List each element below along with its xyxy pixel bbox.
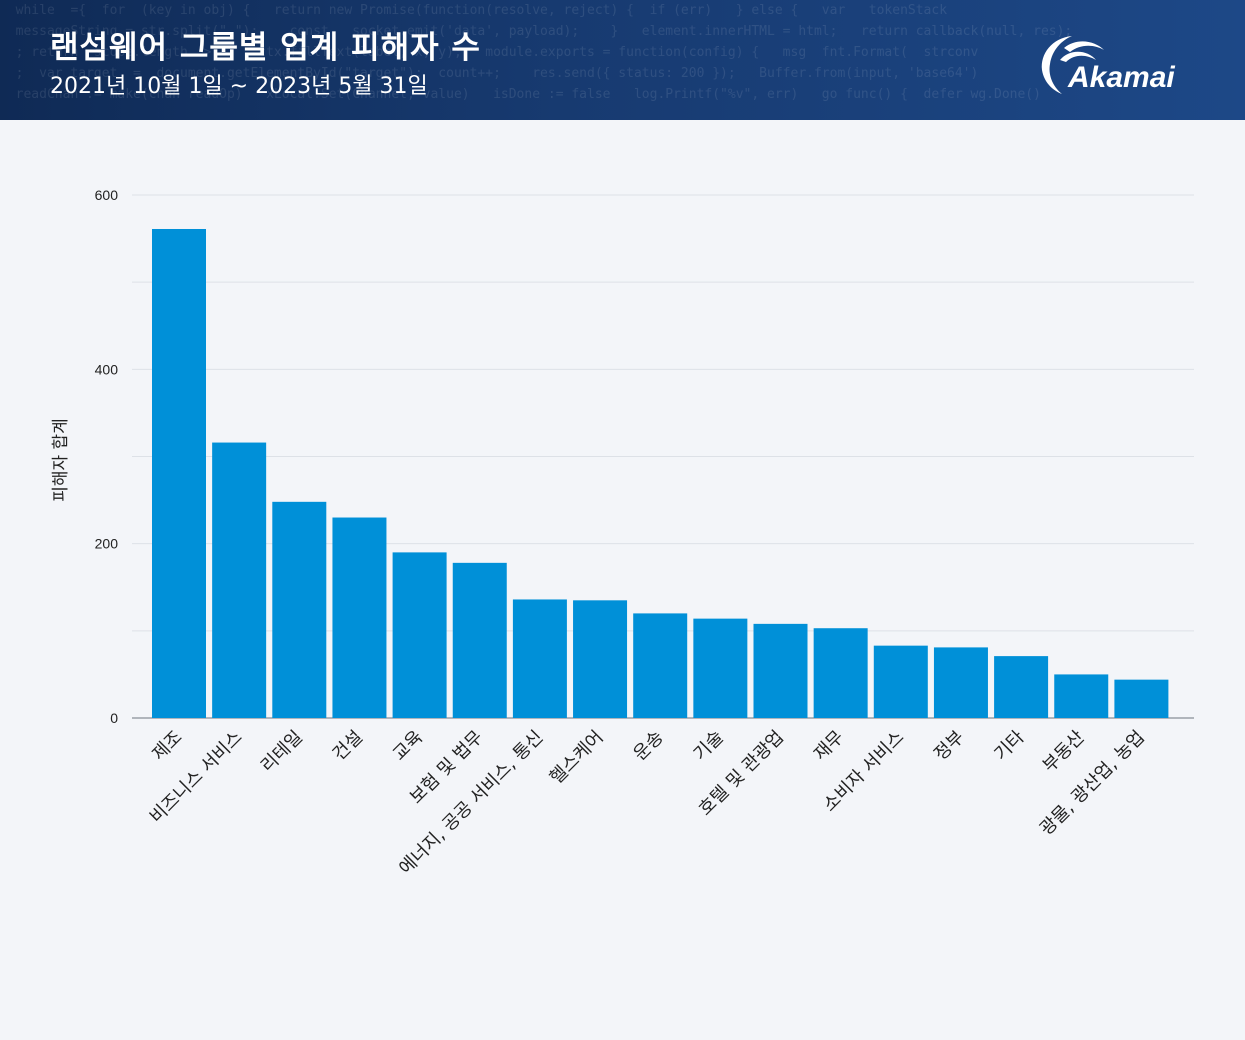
y-tick-label: 0 <box>110 710 118 726</box>
x-tick-label: 건설 <box>329 727 367 765</box>
y-tick-label: 600 <box>95 187 119 203</box>
x-tick-label: 교육 <box>389 727 427 765</box>
chart-title: 랜섬웨어 그룹별 업계 피해자 수 <box>50 30 481 66</box>
x-tick-label: 헬스케어 <box>546 727 608 789</box>
y-axis-label: 피해자 합계 <box>51 418 71 502</box>
bar <box>994 656 1049 718</box>
x-tick-label: 재무 <box>810 727 848 765</box>
y-tick-labels: 0 200 400 600 <box>95 187 119 726</box>
bar <box>392 552 447 718</box>
bars <box>152 228 1169 718</box>
bar <box>512 599 567 718</box>
bar <box>212 442 267 718</box>
x-tick-label: 기타 <box>990 726 1029 765</box>
x-tick-label: 기술 <box>690 727 728 765</box>
bar <box>152 228 206 718</box>
x-tick-label: 운송 <box>629 727 667 765</box>
bar <box>332 517 387 718</box>
bar <box>1054 674 1109 718</box>
x-tick-label: 부동산 <box>1039 727 1089 777</box>
bar <box>272 501 327 718</box>
x-tick-label: 정부 <box>930 727 968 765</box>
akamai-logo-text: Akamai <box>1067 61 1175 94</box>
chart-subtitle: 2021년 10월 1일 ~ 2023년 5월 31일 <box>50 74 428 99</box>
bar <box>873 645 928 718</box>
x-tick-label: 광물, 광산업, 농업 <box>1036 727 1149 840</box>
y-tick-label: 400 <box>95 361 119 377</box>
bar <box>813 628 868 718</box>
bar <box>452 562 507 718</box>
akamai-logo: Akamai <box>1041 36 1175 94</box>
bar <box>933 647 988 718</box>
x-tick-label: 제조 <box>148 727 186 765</box>
header-banner: while ={ for (key in obj) { return new P… <box>0 0 1245 120</box>
bar <box>1114 679 1169 718</box>
bar <box>753 623 808 718</box>
bar <box>633 613 688 718</box>
bar <box>693 618 748 718</box>
y-tick-label: 200 <box>95 536 119 552</box>
x-tick-label: 리테일 <box>257 727 307 777</box>
bar <box>573 600 628 718</box>
